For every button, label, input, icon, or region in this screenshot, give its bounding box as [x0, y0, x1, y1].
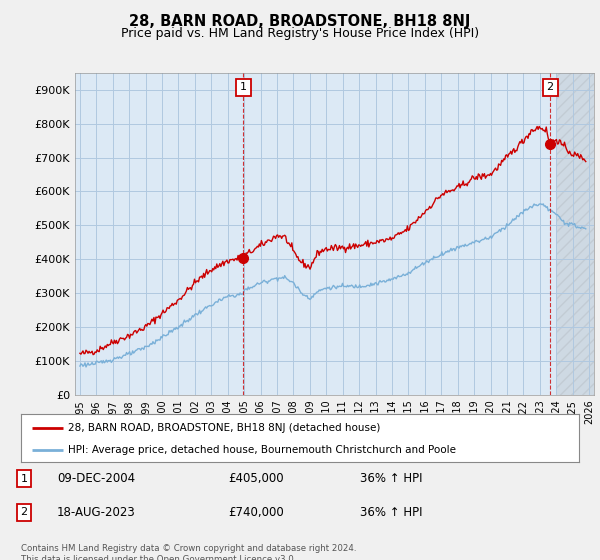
Text: £740,000: £740,000	[228, 506, 284, 519]
Text: Contains HM Land Registry data © Crown copyright and database right 2024.
This d: Contains HM Land Registry data © Crown c…	[21, 544, 356, 560]
Text: 36% ↑ HPI: 36% ↑ HPI	[360, 472, 422, 486]
Text: 28, BARN ROAD, BROADSTONE, BH18 8NJ: 28, BARN ROAD, BROADSTONE, BH18 8NJ	[130, 14, 470, 29]
Text: 18-AUG-2023: 18-AUG-2023	[57, 506, 136, 519]
Text: 36% ↑ HPI: 36% ↑ HPI	[360, 506, 422, 519]
Bar	[556, 73, 597, 395]
Text: HPI: Average price, detached house, Bournemouth Christchurch and Poole: HPI: Average price, detached house, Bour…	[68, 445, 457, 455]
Text: 28, BARN ROAD, BROADSTONE, BH18 8NJ (detached house): 28, BARN ROAD, BROADSTONE, BH18 8NJ (det…	[68, 423, 381, 433]
Text: 1: 1	[20, 474, 28, 484]
Text: Price paid vs. HM Land Registry's House Price Index (HPI): Price paid vs. HM Land Registry's House …	[121, 27, 479, 40]
Text: £405,000: £405,000	[228, 472, 284, 486]
Bar	[556, 73, 597, 395]
Text: 2: 2	[20, 507, 28, 517]
Text: 1: 1	[239, 82, 247, 92]
Text: 2: 2	[547, 82, 554, 92]
Text: 09-DEC-2004: 09-DEC-2004	[57, 472, 135, 486]
